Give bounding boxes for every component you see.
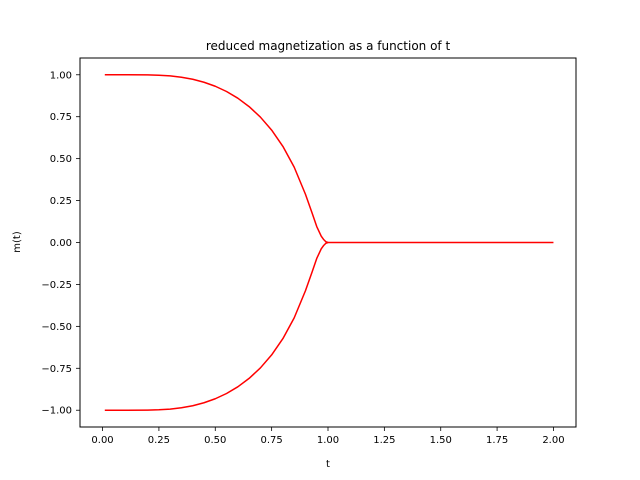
y-tick-label: 1.00 [50,70,72,81]
series-layer [104,74,554,411]
x-axis-ticks: 0.00 0.25 0.50 0.75 1.00 1.25 1.50 1.75 2.00 [91,427,565,446]
y-tick-label: −0.25 [41,280,72,291]
y-tick-label: 0.25 [50,196,72,207]
x-tick-label: 2.00 [542,435,564,446]
x-tick-label: 0.25 [148,435,170,446]
series-line-2 [104,241,329,411]
y-tick-label: 0.00 [50,238,72,249]
y-axis-ticks: 1.00 0.75 0.50 0.25 0.00 −0.25 −0.50 −0.75 −1.00 [41,70,80,417]
x-axis-label: t [326,459,330,470]
x-tick-label: 1.25 [373,435,395,446]
y-tick-label: −1.00 [41,406,72,417]
x-tick-label: 0.50 [204,435,226,446]
plot-frame [79,57,577,428]
y-tick-label: −0.50 [41,322,72,333]
x-tick-label: 0.75 [261,435,283,446]
x-tick-label: 1.75 [486,435,508,446]
x-tick-label: 0.00 [91,435,113,446]
x-tick-label: 1.00 [317,435,339,446]
y-tick-label: 0.50 [50,154,72,165]
x-tick-label: 1.50 [430,435,452,446]
series-line-1 [104,74,329,244]
y-tick-label: 0.75 [50,112,72,123]
y-tick-label: −0.75 [41,364,72,375]
y-axis-label: m(t) [12,231,23,253]
chart-title: reduced magnetization as a function of t [206,39,451,53]
